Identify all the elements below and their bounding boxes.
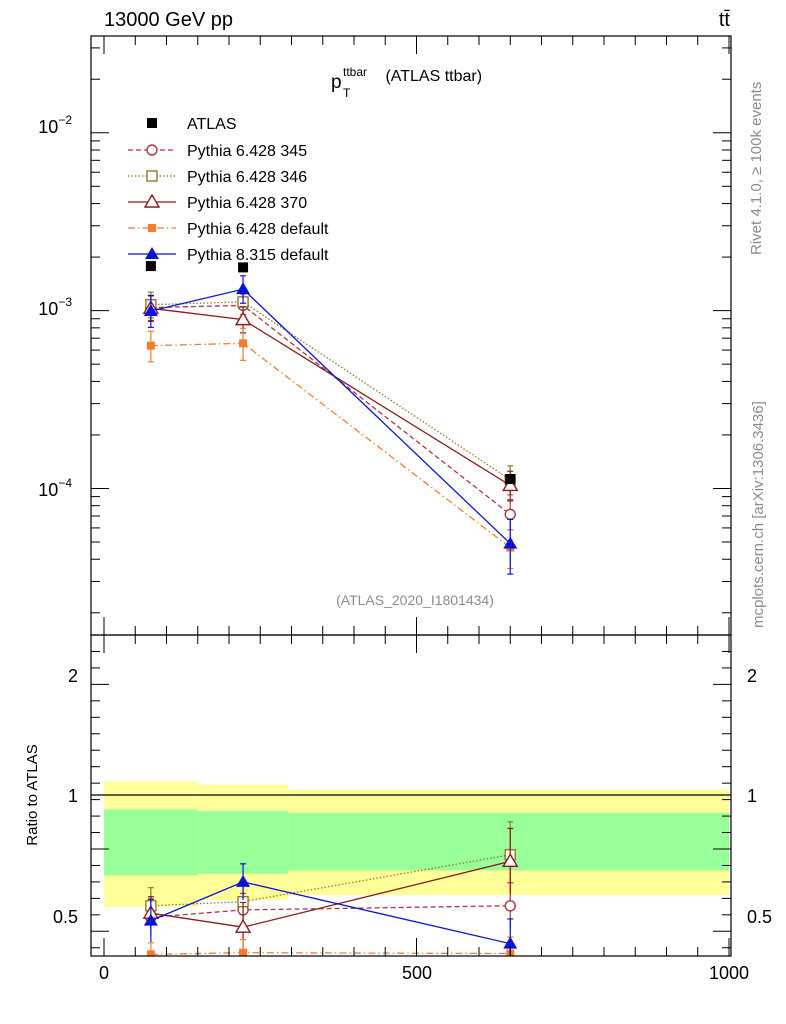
ratio-point-p8default xyxy=(143,913,158,926)
ratio-y-tick-label-right-0.5: 0.5 xyxy=(747,907,772,927)
series-line-p8default xyxy=(150,288,511,545)
series-p346 xyxy=(145,289,516,496)
ratio-y-tick-label-right-1: 1 xyxy=(747,786,757,806)
y-tick-label-1e-3: 10−3 xyxy=(38,295,72,319)
legend-marker-atlas xyxy=(147,118,157,128)
ratio-y-tick-label-0.5: 0.5 xyxy=(53,907,78,927)
data-point-p8default xyxy=(503,536,518,549)
data-point-p8default xyxy=(236,282,251,295)
ratio-y-tick-label-2: 2 xyxy=(68,666,78,686)
ratio-axis-ticks xyxy=(91,635,731,956)
ratio-point-p8default xyxy=(503,936,518,949)
legend-item-atlas: ATLAS xyxy=(147,116,237,133)
x-tick-label-1000: 1000 xyxy=(709,963,749,983)
series-atlas xyxy=(145,261,516,485)
legend-label-atlas: ATLAS xyxy=(187,116,237,133)
data-point-p345 xyxy=(504,508,516,521)
main-series-layer xyxy=(142,261,519,575)
main-y-tick-labels: 10−2 10−3 10−4 xyxy=(38,113,72,500)
legend-item-p345: Pythia 6.428 345 xyxy=(128,143,307,160)
data-point-p6default xyxy=(239,339,248,348)
ratio-point-p370 xyxy=(502,852,519,868)
legend-marker-p6default xyxy=(148,224,156,232)
ratio-series-p6default xyxy=(146,936,515,956)
legend-item-p8default: Pythia 8.315 default xyxy=(128,247,329,264)
data-point-p8default xyxy=(143,304,158,317)
analysis-id-label: (ATLAS_2020_I1801434) xyxy=(336,592,494,608)
y-tick-label-1e-4: 10−4 xyxy=(38,476,72,500)
legend-label-p346: Pythia 6.428 346 xyxy=(187,169,307,186)
legend-item-p370: Pythia 6.428 370 xyxy=(128,193,307,212)
legend-marker-p346 xyxy=(146,170,158,182)
legend-label-p370: Pythia 6.428 370 xyxy=(187,195,307,212)
source-label: mcplots.cern.ch [arXiv:1306.3436] xyxy=(750,401,767,628)
legend-item-p6default: Pythia 6.428 default xyxy=(128,221,329,238)
main-axis-ticks xyxy=(91,36,731,635)
ratio-point-p370 xyxy=(234,918,252,933)
x-tick-label-500: 500 xyxy=(402,963,432,983)
data-point-p370 xyxy=(502,477,519,492)
ratio-uncertainty-bands xyxy=(104,781,729,907)
ratio-point-p345 xyxy=(504,900,516,912)
ratio-line-p345 xyxy=(150,905,511,918)
legend: ATLAS Pythia 6.428 345 Pythia 6.428 346 … xyxy=(128,116,329,264)
ratio-series-layer xyxy=(142,821,519,956)
series-p6default xyxy=(146,327,515,570)
legend-label-p345: Pythia 6.428 345 xyxy=(187,143,307,160)
ratio-y-tick-label-right-2: 2 xyxy=(747,666,757,686)
legend-marker-p370 xyxy=(143,193,161,208)
data-point-p370 xyxy=(234,311,252,326)
legend-item-p346: Pythia 6.428 346 xyxy=(128,169,307,186)
ratio-point-p8default xyxy=(236,874,251,887)
series-line-p345 xyxy=(150,304,511,515)
x-tick-label-0: 0 xyxy=(99,963,109,983)
y-tick-label-1e-2: 10−2 xyxy=(38,113,72,137)
ratio-y-axis-title: Ratio to ATLAS xyxy=(24,744,41,845)
chart-title: pttbar T (ATLAS ttbar) xyxy=(331,65,482,100)
legend-label-p8default: Pythia 8.315 default xyxy=(187,247,329,264)
data-point-atlas xyxy=(238,262,249,273)
legend-label-p6default: Pythia 6.428 default xyxy=(187,221,329,238)
ratio-point-p6default xyxy=(146,950,155,956)
series-line-p346 xyxy=(150,301,511,481)
data-point-atlas xyxy=(505,474,516,485)
legend-marker-p345 xyxy=(146,144,158,156)
rivet-label: Rivet 4.1.0, ≥ 100k events xyxy=(748,82,765,255)
legend-marker-p8default xyxy=(145,247,159,259)
data-point-p6default xyxy=(146,341,155,350)
series-p8default xyxy=(143,275,518,575)
series-p345 xyxy=(145,293,516,531)
series-line-p370 xyxy=(150,307,511,486)
ratio-line-p6default xyxy=(150,952,511,956)
ratio-point-p6default xyxy=(239,948,248,956)
series-p370 xyxy=(142,295,519,502)
process-label: tt̄ xyxy=(719,9,731,31)
energy-label: 13000 GeV pp xyxy=(104,9,233,31)
uncertainty-band-inner xyxy=(104,809,198,876)
ratio-series-p8default xyxy=(143,863,518,956)
data-point-atlas xyxy=(145,261,156,272)
ratio-y-tick-label-1: 1 xyxy=(68,786,78,806)
ratio-plot-frame xyxy=(90,634,732,957)
